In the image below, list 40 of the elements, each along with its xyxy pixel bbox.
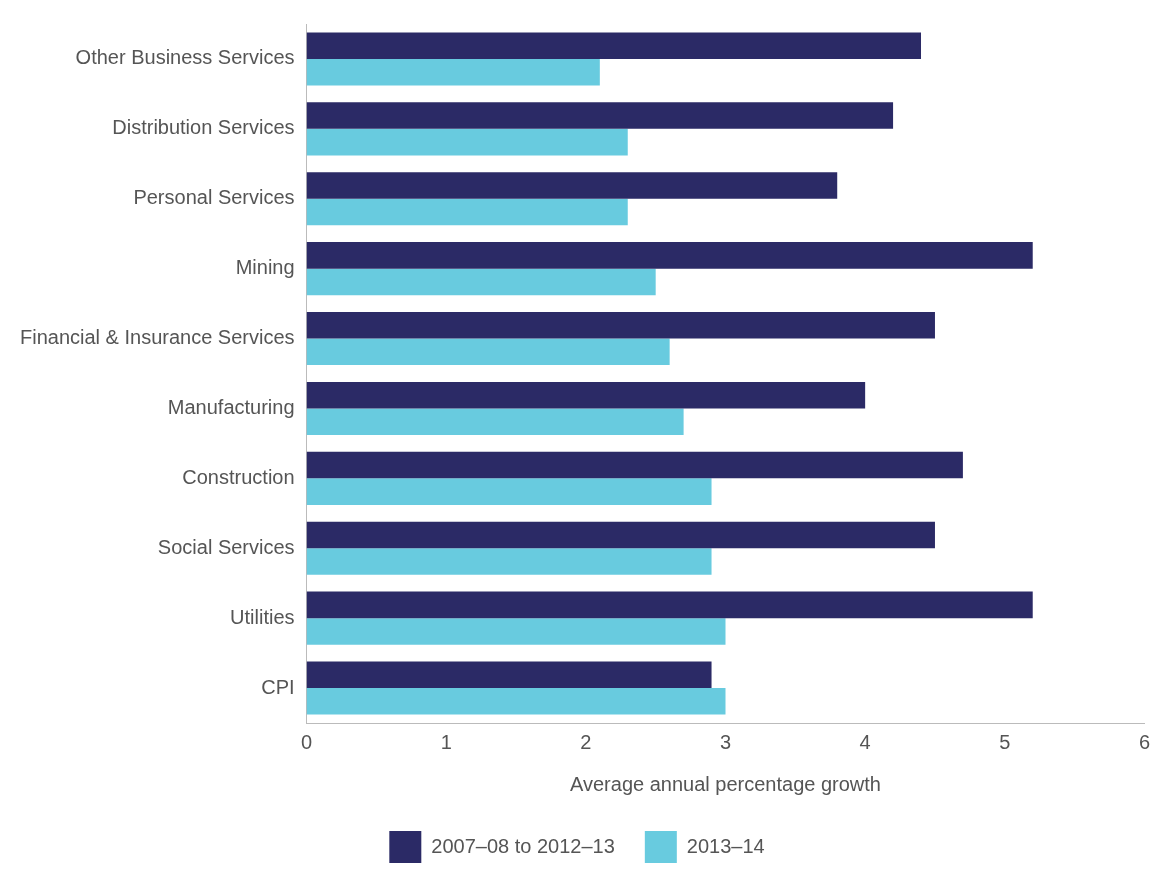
y-tick-label: Other Business Services [75, 46, 295, 69]
bar [306, 451, 963, 479]
x-tick-label: 6 [1138, 730, 1150, 753]
y-tick-label: Distribution Services [112, 116, 295, 139]
x-axis-title: Average annual percentage growth [570, 772, 881, 795]
bar [306, 381, 866, 409]
bar [306, 548, 712, 575]
bar [306, 688, 726, 715]
bar [306, 311, 935, 339]
y-tick-label: Manufacturing [167, 395, 295, 418]
bar [306, 408, 684, 436]
y-tick-label: Personal Services [133, 186, 295, 209]
bar [306, 521, 935, 549]
bar [306, 618, 726, 645]
y-tick-label: Construction [182, 465, 295, 488]
bar [306, 591, 1033, 619]
bar [306, 128, 628, 156]
x-tick-label: 0 [301, 730, 313, 753]
bar [306, 242, 1033, 269]
x-tick-label: 1 [440, 730, 452, 753]
y-tick-label: Mining [235, 256, 295, 279]
bar [306, 268, 656, 296]
y-tick-label: Social Services [157, 535, 295, 558]
bar [306, 198, 628, 226]
y-tick-label: CPI [261, 675, 295, 698]
bar [306, 338, 670, 366]
legend-label: 2007–08 to 2012–13 [431, 834, 615, 857]
x-tick-label: 3 [719, 730, 732, 753]
bar [306, 58, 600, 86]
x-tick-label: 4 [859, 730, 871, 753]
y-tick-label: Utilities [230, 605, 295, 628]
bar [306, 32, 922, 59]
bar [306, 661, 712, 689]
bar [306, 102, 894, 129]
bar [306, 478, 712, 505]
x-tick-label: 2 [580, 730, 592, 753]
bar [306, 172, 838, 199]
y-tick-label: Financial & Insurance Services [19, 326, 295, 349]
x-tick-label: 5 [999, 730, 1011, 753]
legend-label: 2013–14 [686, 834, 765, 857]
